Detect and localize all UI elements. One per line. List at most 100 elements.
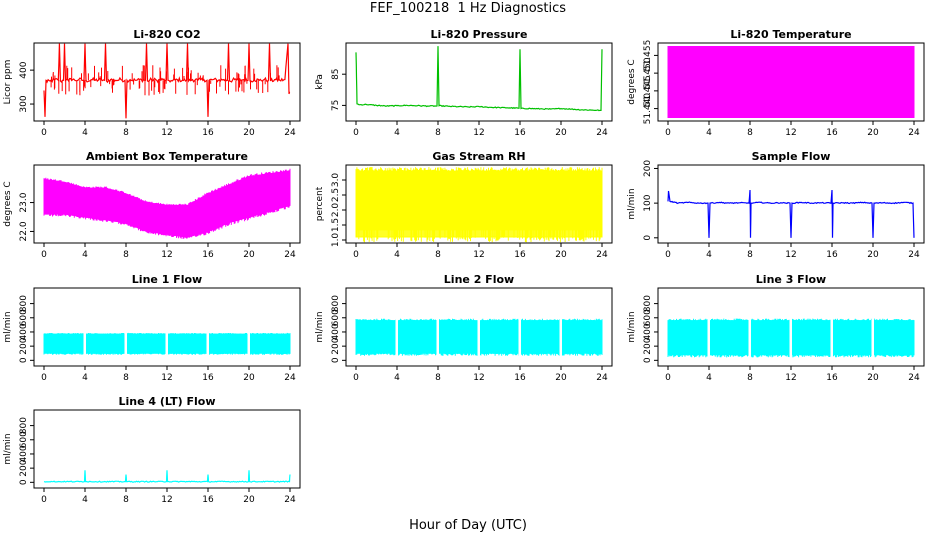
x-tick-label: 24 [596, 250, 608, 260]
y-axis-label: Licor ppm [3, 60, 13, 105]
y-tick-label: 0 [331, 357, 341, 363]
y-tick-label: 400 [19, 445, 29, 462]
x-tick-label: 24 [284, 495, 296, 505]
y-tick-label: 0 [643, 235, 653, 241]
x-tick-label: 12 [473, 250, 484, 260]
x-tick-label: 12 [161, 128, 172, 138]
panel-title: Line 3 Flow [756, 273, 826, 286]
x-axis-label: Hour of Day (UTC) [409, 518, 527, 533]
plot-area [667, 189, 915, 238]
panel-6: Line 1 Flow ml/min 0 4 8 12 16 20 24 0 20040060080… [3, 273, 301, 383]
gap-mark [247, 288, 250, 364]
x-tick-label: 20 [867, 373, 879, 383]
y-tick-label: 3.0 [331, 173, 341, 188]
y-tick-label: 400 [331, 323, 341, 340]
y-axis-label: degrees C [3, 181, 13, 226]
y-tick-label: 85 [331, 68, 341, 79]
panel-title: Sample Flow [752, 150, 831, 163]
y-tick-label: 300 [19, 95, 29, 112]
x-tick-label: 16 [202, 250, 214, 260]
x-tick-label: 4 [394, 250, 400, 260]
x-tick-label: 16 [514, 250, 526, 260]
series-line [667, 189, 915, 238]
y-tick-label: 600 [643, 309, 653, 326]
y-axis-label: ml/min [3, 311, 13, 342]
x-tick-label: 0 [665, 373, 671, 383]
x-tick-label: 12 [785, 128, 796, 138]
panel-title: Gas Stream RH [432, 150, 525, 163]
gap-mark [559, 288, 562, 364]
x-tick-label: 8 [123, 128, 129, 138]
x-tick-label: 20 [243, 250, 255, 260]
x-tick-label: 20 [243, 495, 255, 505]
x-tick-label: 24 [908, 128, 920, 138]
x-tick-label: 20 [555, 373, 567, 383]
x-tick-label: 4 [394, 128, 400, 138]
y-tick-label: 22.0 [19, 221, 29, 241]
y-tick-label: 800 [19, 417, 29, 434]
y-axis-label: ml/min [3, 433, 13, 464]
x-tick-label: 0 [41, 250, 47, 260]
x-tick-label: 16 [202, 495, 214, 505]
x-tick-label: 4 [82, 373, 88, 383]
x-tick-label: 4 [706, 128, 712, 138]
gap-mark [789, 288, 792, 364]
gap-mark [830, 288, 833, 364]
x-tick-label: 12 [161, 495, 172, 505]
plot-area [43, 168, 291, 239]
gap-mark [395, 288, 398, 364]
x-tick-label: 12 [785, 250, 796, 260]
x-tick-label: 24 [908, 250, 920, 260]
plot-area [667, 288, 915, 364]
x-tick-label: 0 [353, 250, 359, 260]
y-tick-label: 600 [331, 309, 341, 326]
x-tick-label: 8 [747, 373, 753, 383]
x-tick-label: 24 [284, 373, 296, 383]
y-axis-label: ml/min [627, 188, 637, 219]
x-tick-label: 4 [706, 373, 712, 383]
x-tick-label: 8 [435, 128, 441, 138]
y-tick-label: 400 [643, 323, 653, 340]
x-tick-label: 24 [284, 250, 296, 260]
series-line [43, 470, 291, 483]
y-tick-label: 51.440 [643, 93, 653, 125]
panel-5: Sample Flow ml/min 0 4 8 12 16 20 24 0 100 200 [627, 150, 925, 260]
y-tick-label: 200 [331, 337, 341, 354]
series-noise [355, 167, 603, 243]
y-tick-label: 1.5 [331, 218, 341, 232]
x-tick-label: 20 [555, 250, 567, 260]
gap-mark [206, 288, 209, 364]
panel-title: Line 4 (LT) Flow [119, 395, 216, 408]
gap-mark [748, 288, 751, 364]
x-tick-label: 0 [353, 373, 359, 383]
x-tick-label: 24 [908, 373, 920, 383]
panel-0: Li-820 CO2 Licor ppm 0 4 8 12 16 20 24 300 400 [3, 28, 301, 138]
x-tick-label: 4 [394, 373, 400, 383]
y-tick-label: 400 [19, 61, 29, 78]
x-tick-label: 20 [867, 250, 879, 260]
y-tick-label: 23.0 [19, 192, 29, 212]
y-tick-label: 0 [19, 357, 29, 363]
x-tick-label: 8 [435, 373, 441, 383]
panel-2: Li-820 Temperature degrees C 0 4 8 12 16 20 24 51… [627, 28, 925, 138]
gap-mark [165, 288, 168, 364]
x-tick-label: 20 [243, 128, 255, 138]
x-tick-label: 12 [473, 128, 484, 138]
gap-mark [124, 288, 127, 364]
x-tick-label: 16 [514, 128, 526, 138]
series-jitter [50, 65, 280, 96]
x-tick-label: 0 [353, 128, 359, 138]
x-tick-label: 12 [473, 373, 484, 383]
y-tick-label: 51.445 [643, 75, 653, 107]
y-axis-label: ml/min [315, 311, 325, 342]
x-tick-label: 4 [706, 250, 712, 260]
x-tick-label: 8 [123, 495, 129, 505]
x-tick-label: 0 [41, 128, 47, 138]
y-tick-label: 600 [19, 431, 29, 448]
panel-3: Ambient Box Temperature degrees C 0 4 8 12 16 2… [3, 150, 301, 260]
panel-8: Line 3 Flow ml/min 0 4 8 12 16 20 24 0 20040060080… [627, 273, 925, 383]
x-tick-label: 12 [161, 250, 172, 260]
y-axis-label: kPa [315, 74, 325, 90]
y-tick-label: 200 [19, 459, 29, 476]
